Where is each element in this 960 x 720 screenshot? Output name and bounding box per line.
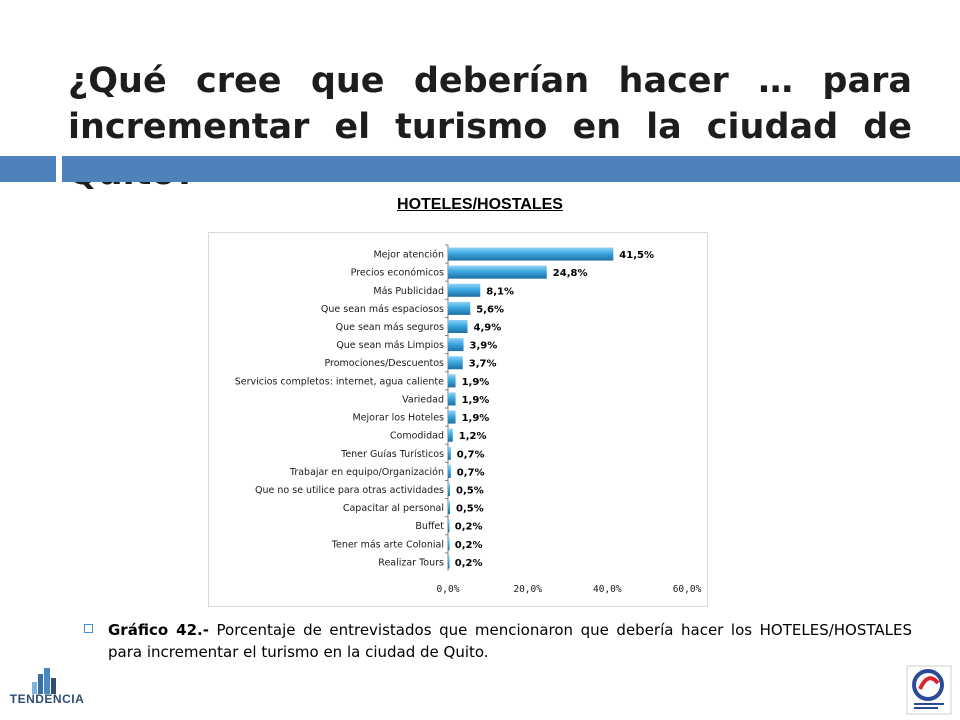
tourism-logo: [906, 665, 952, 715]
category-label: Tener más arte Colonial: [331, 539, 444, 550]
caption-bullet-icon: [84, 624, 93, 633]
value-label: 1,9%: [462, 377, 490, 388]
bar: [448, 374, 456, 388]
category-label: Buffet: [415, 521, 444, 532]
caption-text: Porcentaje de entrevistados que menciona…: [108, 621, 912, 661]
value-label: 41,5%: [619, 250, 654, 261]
category-label: Capacitar al personal: [343, 503, 444, 514]
category-label: Que sean más seguros: [336, 322, 444, 333]
title-bar: [62, 156, 960, 182]
x-tick-label: 20,0%: [513, 584, 542, 595]
chart-frame: Mejor atención 41,5% Precios económicos 24,…: [208, 232, 708, 607]
title-bar-accent: [0, 156, 56, 182]
category-label: Mejor atención: [373, 250, 444, 261]
value-label: 4,9%: [474, 323, 502, 334]
x-tick-label: 0,0%: [437, 584, 460, 595]
value-label: 1,9%: [462, 395, 490, 406]
bar: [448, 338, 464, 352]
category-label: Más Publicidad: [373, 286, 444, 297]
x-tick-label: 60,0%: [673, 584, 702, 595]
bar: [448, 301, 471, 315]
category-label: Realizar Tours: [378, 557, 444, 568]
figure-caption: Gráfico 42.- Porcentaje de entrevistados…: [84, 619, 912, 663]
slide-title: ¿Qué cree que deberían hacer … para incr…: [68, 61, 912, 193]
bar: [448, 410, 456, 424]
value-label: 1,2%: [459, 431, 487, 442]
bar: [448, 482, 450, 497]
category-label: Precios económicos: [351, 268, 444, 279]
value-label: 24,8%: [553, 268, 588, 279]
bar: [448, 247, 614, 261]
bar: [448, 356, 463, 370]
value-label: 0,2%: [455, 522, 483, 533]
category-label: Trabajar en equipo/Organización: [289, 467, 444, 478]
value-label: 3,7%: [469, 359, 497, 370]
value-label: 0,7%: [457, 449, 485, 460]
value-label: 8,1%: [486, 286, 514, 297]
value-label: 5,6%: [476, 304, 504, 315]
caption-body: Gráfico 42.- Porcentaje de entrevistados…: [84, 619, 912, 663]
category-label: Tener Guías Turísticos: [340, 449, 444, 460]
x-tick-label: 40,0%: [593, 584, 622, 595]
bar: [448, 555, 450, 569]
category-label: Que no se utilice para otras actividades: [255, 485, 444, 496]
category-label: Variedad: [402, 394, 444, 405]
category-label: Servicios completos: internet, agua cali…: [235, 376, 444, 387]
value-label: 1,9%: [462, 413, 490, 424]
value-label: 0,2%: [455, 540, 483, 551]
bar: [448, 464, 451, 478]
tourism-emblem-icon: [906, 665, 952, 715]
bar: [448, 319, 468, 334]
bar: [448, 283, 481, 297]
caption-label: Gráfico 42.-: [108, 621, 209, 639]
category-label: Que sean más Limpios: [336, 340, 444, 351]
tendencia-logo: TENDENCIA: [4, 668, 90, 714]
bar: [448, 537, 450, 551]
bar-chart: Mejor atención 41,5% Precios económicos 24,…: [235, 244, 702, 595]
buildings-icon: [32, 668, 56, 694]
bar: [448, 501, 450, 515]
category-label: Comodidad: [390, 431, 444, 442]
value-label: 3,9%: [470, 341, 498, 352]
bar: [448, 519, 450, 533]
category-label: Mejorar los Hoteles: [352, 413, 444, 424]
bar: [448, 446, 451, 460]
category-label: Que sean más espaciosos: [321, 304, 444, 315]
tendencia-logo-text: TENDENCIA: [9, 692, 85, 706]
value-label: 0,7%: [457, 467, 485, 478]
category-label: Promociones/Descuentos: [324, 358, 444, 369]
bar: [448, 265, 547, 279]
bar: [448, 428, 453, 442]
bar: [448, 392, 456, 406]
value-label: 0,5%: [456, 504, 484, 515]
chart-heading: HOTELES/HOSTALES: [397, 196, 563, 213]
value-label: 0,5%: [456, 486, 484, 497]
value-label: 0,2%: [455, 558, 483, 569]
